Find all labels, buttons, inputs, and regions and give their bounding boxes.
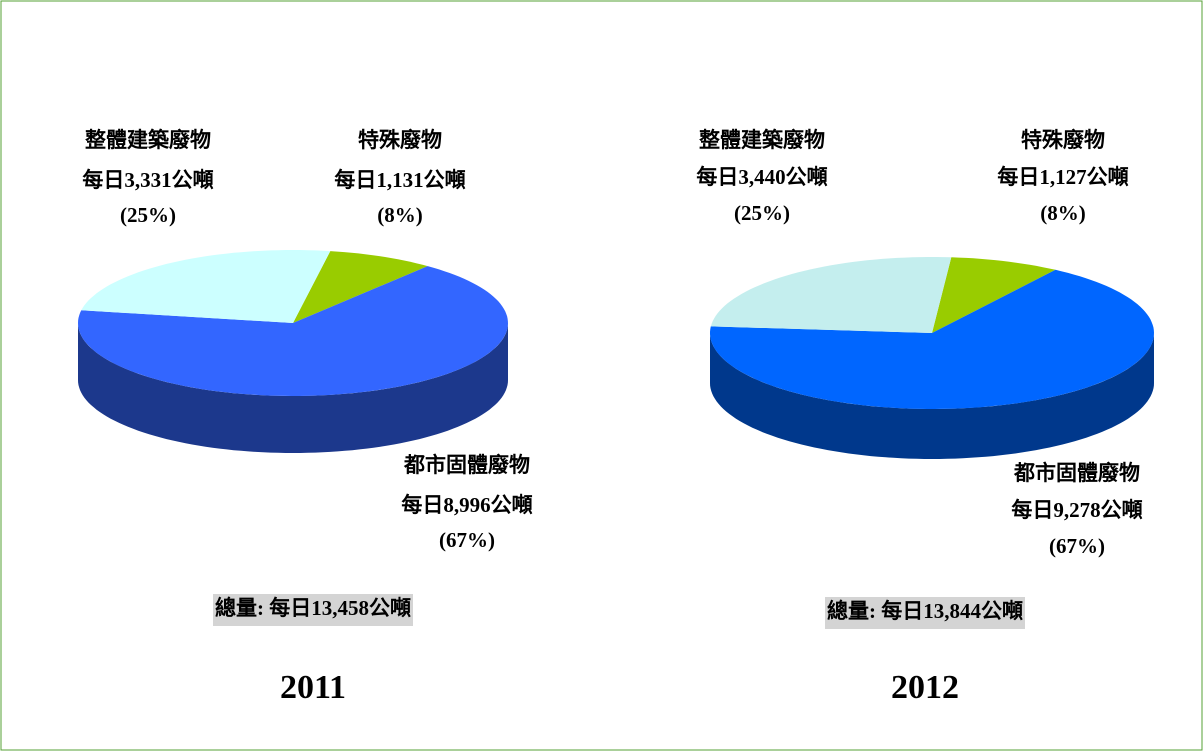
slice-amount: 每日3,331公噸 — [82, 168, 213, 192]
pie-slice — [710, 257, 952, 333]
slice-amount: 每日1,127公噸 — [997, 165, 1128, 189]
slice-amount: 每日1,131公噸 — [334, 168, 465, 192]
pie-slice-side — [710, 333, 1154, 459]
pie-slice — [81, 250, 331, 323]
slice-percent: (25%) — [120, 203, 176, 227]
total-label: 總量: 每日13,844公噸 — [827, 599, 1023, 623]
pie-slice-side — [78, 323, 508, 453]
pie-slice — [932, 257, 1056, 333]
pie-slice — [78, 266, 508, 396]
slice-amount: 每日8,996公噸 — [401, 493, 532, 517]
slice-label: 都市固體廢物 — [403, 453, 530, 477]
slice-percent: (67%) — [1049, 534, 1105, 558]
pie-slice — [710, 269, 1154, 409]
year-title: 2012 — [891, 669, 959, 706]
slice-label: 特殊廢物 — [1021, 128, 1105, 152]
slice-label: 整體建築廢物 — [699, 128, 825, 152]
slice-percent: (67%) — [439, 528, 495, 552]
pie-slice — [293, 251, 428, 323]
slice-amount: 每日3,440公噸 — [696, 165, 827, 189]
slice-label: 都市固體廢物 — [1013, 461, 1140, 485]
total-label: 總量: 每日13,458公噸 — [215, 596, 411, 620]
slice-label: 特殊廢物 — [358, 128, 442, 152]
slice-percent: (25%) — [734, 201, 790, 225]
slice-percent: (8%) — [377, 203, 423, 227]
slice-percent: (8%) — [1040, 201, 1086, 225]
total-background — [213, 594, 413, 626]
total-background — [825, 597, 1025, 629]
slice-amount: 每日9,278公噸 — [1011, 498, 1142, 522]
year-title: 2011 — [280, 669, 346, 706]
slice-label: 整體建築廢物 — [85, 128, 211, 152]
